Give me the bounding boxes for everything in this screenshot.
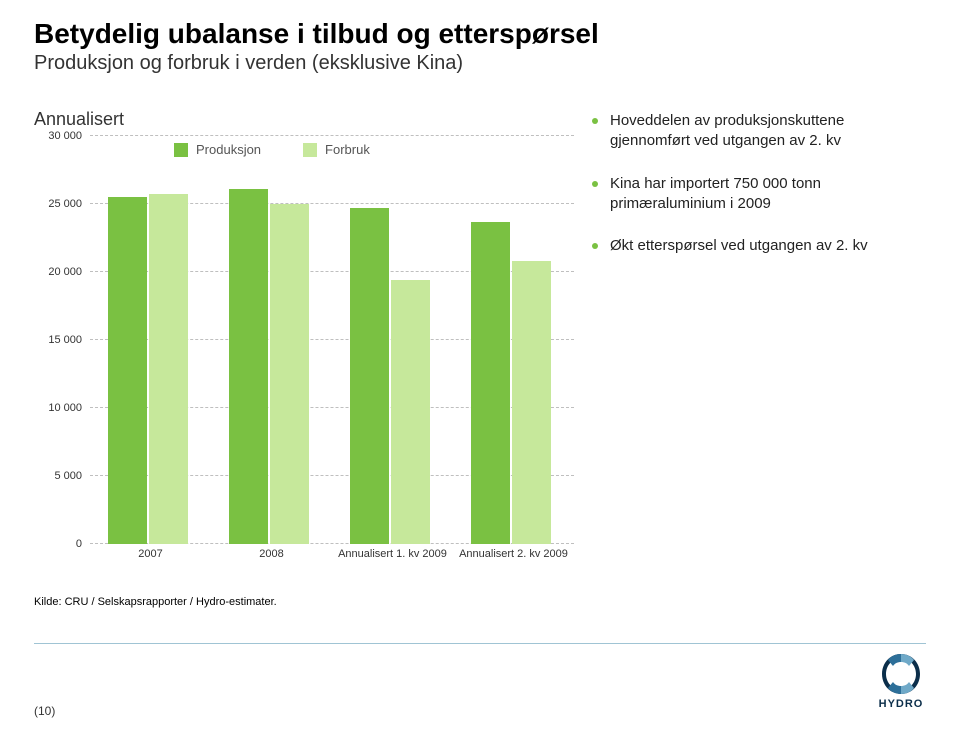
- page-number: (10): [34, 704, 55, 718]
- bar-chart: 0 5 000 10 000 15 000 20 000 25 000 30 000 2007…: [34, 136, 574, 566]
- bullet-list: Hoveddelen av produksjonskuttene gjennom…: [592, 111, 926, 256]
- legend-label-produksjon: Produksjon: [196, 142, 261, 157]
- y-axis-label: 0: [76, 538, 90, 550]
- chart-legend: Produksjon Forbruk: [174, 142, 370, 157]
- bar: [391, 280, 430, 544]
- page-subtitle: Produksjon og forbruk i verden (eksklusi…: [34, 52, 926, 75]
- bar: [471, 222, 510, 544]
- y-axis-label: 15 000: [48, 334, 90, 346]
- x-axis-label: Annualisert 2. kv 2009: [456, 544, 571, 560]
- gridline: 30 000: [90, 135, 574, 136]
- slide-page: Betydelig ubalanse i tilbud og etterspør…: [0, 0, 960, 732]
- hydro-logo-icon: [876, 652, 926, 696]
- page-title: Betydelig ubalanse i tilbud og etterspør…: [34, 18, 926, 50]
- hydro-logo-text: HYDRO: [876, 698, 926, 710]
- bar: [350, 208, 389, 544]
- x-axis-label: Annualisert 1. kv 2009: [335, 544, 450, 560]
- y-axis-label: 20 000: [48, 266, 90, 278]
- bullet-item: Kina har importert 750 000 tonn primæral…: [592, 174, 926, 215]
- x-axis-label: 2007: [93, 544, 208, 560]
- bullet-item: Økt etterspørsel ved utgangen av 2. kv: [592, 236, 926, 256]
- y-axis-label: 10 000: [48, 402, 90, 414]
- bar: [270, 204, 309, 544]
- y-axis-label: 5 000: [54, 470, 90, 482]
- y-axis-label: 25 000: [48, 198, 90, 210]
- legend-swatch-forbruk: [303, 143, 317, 157]
- bar: [229, 189, 268, 544]
- annualisert-label: Annualisert: [34, 109, 574, 130]
- hydro-logo: HYDRO: [876, 652, 926, 710]
- footer-divider: [34, 643, 926, 644]
- legend-item-produksjon: Produksjon: [174, 142, 261, 157]
- bar: [512, 261, 551, 544]
- source-text: Kilde: CRU / Selskapsrapporter / Hydro-e…: [34, 596, 574, 608]
- legend-swatch-produksjon: [174, 143, 188, 157]
- bullet-item: Hoveddelen av produksjonskuttene gjennom…: [592, 111, 926, 152]
- bar: [149, 194, 188, 544]
- bar: [108, 197, 147, 544]
- x-axis-label: 2008: [214, 544, 329, 560]
- y-axis-label: 30 000: [48, 130, 90, 142]
- chart-plot: 05 00010 00015 00020 00025 00030 0002007…: [90, 136, 574, 544]
- legend-label-forbruk: Forbruk: [325, 142, 370, 157]
- legend-item-forbruk: Forbruk: [303, 142, 370, 157]
